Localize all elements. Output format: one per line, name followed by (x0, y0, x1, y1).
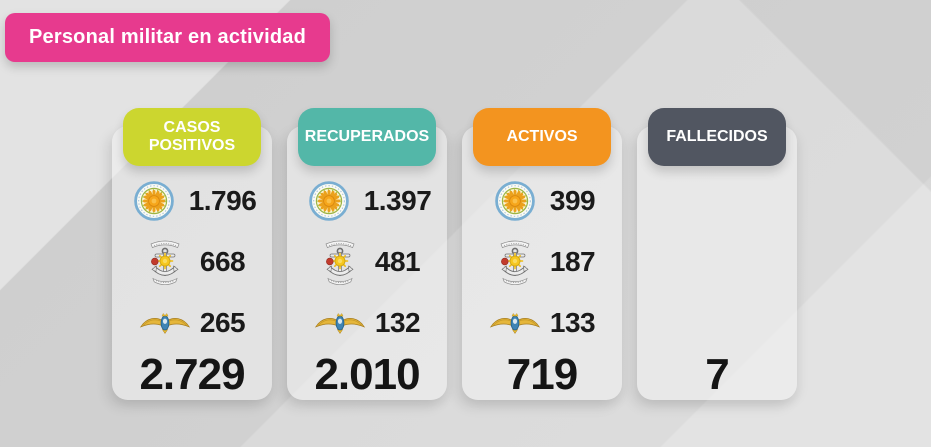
row-navy: 187 (462, 231, 622, 292)
row-airforce: 132 (287, 292, 447, 353)
card-recuperados: 1.397 481 132 2.010 (287, 126, 447, 400)
value-army: 1.397 (363, 184, 432, 216)
total-fallecidos: 7 (705, 350, 729, 399)
page-title: Personal militar en actividad (29, 26, 307, 48)
card-fallecidos: 7 (637, 126, 797, 400)
row-army: 1.397 (287, 170, 447, 231)
total-recuperados: 2.010 (314, 350, 420, 399)
row-navy: 668 (112, 231, 272, 292)
airforce-emblem-icon (489, 309, 541, 337)
navy-emblem-icon (489, 237, 541, 287)
value-airforce: 133 (549, 306, 596, 338)
airforce-emblem-icon (139, 309, 191, 337)
airforce-emblem-icon (314, 309, 366, 337)
header-label: ACTIVOS (506, 127, 578, 145)
value-navy: 187 (549, 245, 596, 277)
title-banner: Personal militar en actividad (5, 13, 331, 62)
value-airforce: 265 (199, 306, 246, 338)
value-army: 1.796 (188, 184, 257, 216)
army-emblem-icon (128, 180, 180, 221)
value-army: 399 (549, 184, 596, 216)
card-casos-positivos: 1.796 668 265 2.729 (112, 126, 272, 400)
header-recuperados: RECUPERADOS (298, 108, 436, 166)
army-emblem-icon (489, 180, 541, 221)
value-navy: 668 (199, 245, 246, 277)
row-army: 1.796 (112, 170, 272, 231)
navy-emblem-icon (139, 237, 191, 287)
header-label: RECUPERADOS (304, 127, 430, 145)
header-activos: ACTIVOS (473, 108, 611, 166)
header-label: FALLECIDOS (666, 127, 768, 145)
row-navy: 481 (287, 231, 447, 292)
row-airforce: 265 (112, 292, 272, 353)
header-fallecidos: FALLECIDOS (648, 108, 786, 166)
row-airforce: 133 (462, 292, 622, 353)
header-label: CASOS POSITIVOS (148, 118, 236, 154)
card-activos: 399 187 133 719 (462, 126, 622, 400)
navy-emblem-icon (314, 237, 366, 287)
total-casos-positivos: 2.729 (139, 350, 245, 399)
value-navy: 481 (374, 245, 421, 277)
value-airforce: 132 (374, 306, 421, 338)
total-activos: 719 (506, 350, 578, 399)
header-casos-positivos: CASOS POSITIVOS (123, 108, 261, 166)
row-army: 399 (462, 170, 622, 231)
army-emblem-icon (303, 180, 355, 221)
